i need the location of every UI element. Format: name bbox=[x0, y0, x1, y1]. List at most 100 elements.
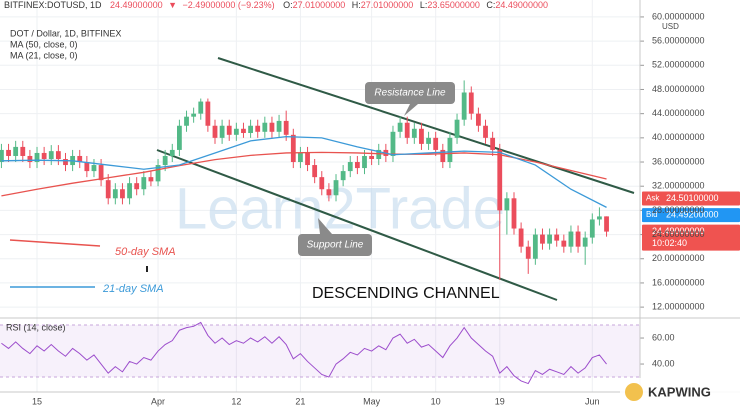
y-tick-label: 60.00 bbox=[652, 332, 675, 342]
candle-body bbox=[41, 152, 47, 159]
price-tag-label: 24.50100000 bbox=[666, 193, 719, 203]
candle-body bbox=[20, 146, 26, 156]
candle-body bbox=[191, 113, 197, 117]
change: −2.49000000 (−9.23%) bbox=[183, 0, 275, 10]
candle-body bbox=[219, 125, 225, 138]
candle-body bbox=[48, 151, 54, 159]
channel-label: DESCENDING CHANNEL bbox=[312, 285, 500, 302]
y-tick-label: 60.00000000 bbox=[652, 11, 705, 21]
candle-body bbox=[511, 198, 517, 229]
tag-layer: Ask 24.50100000 Bid 24.49200000 24.49000000 1… bbox=[642, 191, 740, 251]
mark-layer bbox=[0, 80, 609, 385]
y-tick-label: 20.00000000 bbox=[652, 253, 705, 263]
candle-body bbox=[134, 183, 140, 190]
price-tag bbox=[642, 224, 740, 251]
y-tick-label: 44.00000000 bbox=[652, 108, 705, 118]
change-arrow: ▼ bbox=[168, 0, 177, 10]
candle-body bbox=[141, 177, 147, 190]
candle-body bbox=[497, 149, 503, 211]
candle-body bbox=[454, 119, 460, 138]
candle-body bbox=[255, 125, 261, 132]
cursor-marker bbox=[146, 266, 148, 272]
candle-body bbox=[390, 131, 396, 156]
price-unit: USD bbox=[662, 22, 679, 31]
y-tick-label: 56.00000000 bbox=[652, 35, 705, 45]
y-tick-label: 12.00000000 bbox=[652, 301, 705, 311]
candle-body bbox=[568, 231, 574, 247]
price-tag-label: 24.49000000 bbox=[652, 226, 705, 236]
price-tag-name: Ask bbox=[646, 194, 660, 203]
candle-body bbox=[597, 216, 602, 220]
candle-body bbox=[105, 180, 111, 199]
candle-body bbox=[98, 165, 104, 181]
callout-box bbox=[365, 82, 455, 104]
candle-body bbox=[290, 134, 296, 163]
x-tick-label: 21 bbox=[295, 396, 305, 406]
price-tag bbox=[642, 208, 740, 223]
high-label: H: bbox=[352, 0, 361, 10]
candle-body bbox=[305, 152, 310, 166]
candle-body bbox=[112, 189, 118, 199]
candle-body bbox=[127, 183, 132, 199]
candle-body bbox=[276, 120, 282, 132]
callout-pointer bbox=[404, 104, 418, 116]
candle-body bbox=[589, 219, 595, 238]
candle-body bbox=[547, 234, 552, 244]
y-tick-label: 32.00000000 bbox=[652, 181, 705, 191]
y-tick-label: 40.00000000 bbox=[652, 132, 705, 142]
brand-icon bbox=[625, 383, 643, 401]
candle-body bbox=[525, 246, 531, 259]
candle-body bbox=[226, 125, 232, 135]
candle-body bbox=[319, 177, 325, 190]
candle-body bbox=[184, 116, 189, 126]
candle-body bbox=[475, 113, 481, 126]
y-tick-label: 52.00000000 bbox=[652, 60, 705, 70]
y-tick-label: 24.00000000 bbox=[652, 229, 705, 239]
candle-body bbox=[312, 165, 318, 178]
candle-body bbox=[518, 228, 524, 247]
x-tick-label: 10 bbox=[431, 396, 441, 406]
brand-text: KAPWING bbox=[648, 384, 711, 399]
candle-body bbox=[233, 128, 239, 135]
price-tag bbox=[642, 191, 740, 206]
candle-body bbox=[404, 122, 410, 138]
candle-body bbox=[269, 122, 275, 132]
x-tick-label: Jun bbox=[585, 396, 600, 406]
watermark: Learn2Trade bbox=[175, 176, 505, 241]
close-value: 24.49000000 bbox=[495, 0, 548, 10]
candle-body bbox=[0, 149, 4, 163]
price-tag-label: 24.49200000 bbox=[666, 209, 719, 219]
candle-body bbox=[426, 137, 431, 144]
legend-text: MA (21, close, 0) bbox=[10, 50, 78, 60]
brand-badge: KAPWING bbox=[620, 378, 740, 408]
candle-body bbox=[262, 122, 268, 132]
candle-body bbox=[483, 125, 488, 138]
candle-body bbox=[91, 165, 97, 172]
candle-body bbox=[248, 125, 253, 134]
candle-body bbox=[561, 240, 567, 247]
candle-body bbox=[362, 155, 367, 169]
candle-body bbox=[169, 149, 175, 156]
candle-body bbox=[283, 120, 289, 135]
candle-body bbox=[6, 149, 11, 156]
candle-body bbox=[582, 237, 588, 247]
candle-body bbox=[326, 189, 332, 196]
resistance-callout: Resistance Line bbox=[365, 82, 455, 116]
price-tag-time: 10:02:40 bbox=[652, 238, 687, 248]
price-tag-name: Bid bbox=[646, 210, 658, 219]
x-tick-label: 12 bbox=[231, 396, 241, 406]
x-tick-label: Apr bbox=[151, 396, 165, 406]
y-tick-label: 36.00000000 bbox=[652, 156, 705, 166]
callout-text: Support Line bbox=[307, 240, 364, 251]
candle-body bbox=[34, 152, 40, 163]
y-tick-label: 40.00 bbox=[652, 358, 675, 368]
open-value: 27.01000000 bbox=[293, 0, 346, 10]
resistance-line bbox=[217, 57, 635, 194]
candle-body bbox=[433, 137, 439, 150]
candle-body bbox=[554, 234, 560, 241]
candle-body bbox=[504, 198, 510, 211]
candle-body bbox=[63, 159, 68, 166]
callout-box bbox=[298, 234, 372, 256]
